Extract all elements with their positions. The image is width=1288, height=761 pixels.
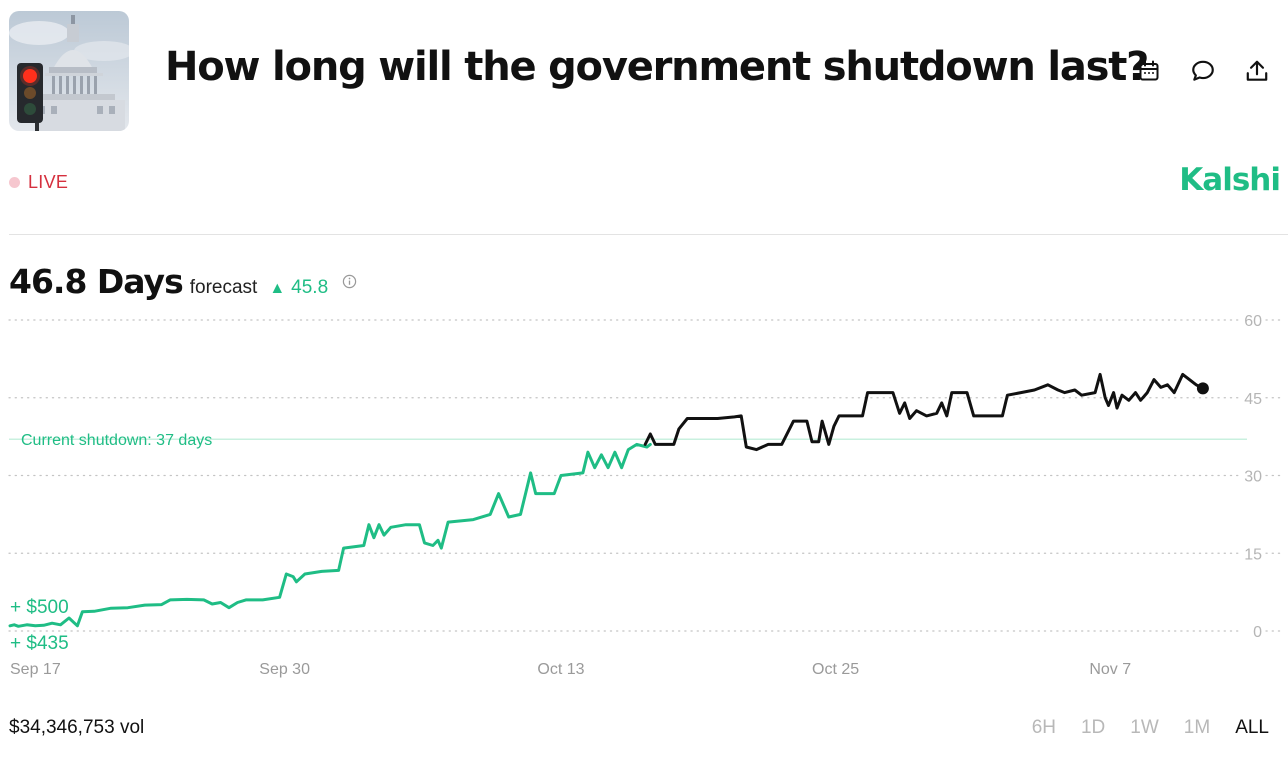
info-icon[interactable] xyxy=(342,274,357,289)
market-title: How long will the government shutdown la… xyxy=(165,44,1149,90)
header-actions xyxy=(1134,56,1272,86)
calendar-button[interactable] xyxy=(1134,56,1164,86)
comment-icon xyxy=(1192,60,1214,81)
time-range-tabs: 6H 1D 1W 1M ALL xyxy=(1032,717,1269,739)
range-tab-1d[interactable]: 1D xyxy=(1080,717,1106,738)
share-icon xyxy=(1246,60,1268,81)
triangle-up-icon: ▲ xyxy=(269,280,286,297)
current-point-marker xyxy=(1196,382,1209,395)
share-button[interactable] xyxy=(1242,56,1272,86)
x-tick-label: Sep 30 xyxy=(259,661,310,678)
x-tick-label: Oct 25 xyxy=(812,661,859,678)
series-line-1 xyxy=(643,372,1205,452)
range-tab-1w[interactable]: 1W xyxy=(1130,717,1159,738)
divider xyxy=(9,234,1288,235)
range-tab-all[interactable]: ALL xyxy=(1235,717,1269,738)
y-tick-label: 30 xyxy=(1244,469,1262,486)
brand-logo[interactable]: Kalshi xyxy=(1179,162,1281,198)
x-tick-label: Nov 7 xyxy=(1089,661,1131,678)
trade-label: + $500 xyxy=(10,597,69,618)
forecast-summary: 46.8 Days forecast ▲ 45.8 xyxy=(9,262,357,301)
range-tab-6h[interactable]: 6H xyxy=(1031,717,1056,738)
y-tick-label: 60 xyxy=(1244,313,1262,330)
y-tick-label: 15 xyxy=(1244,546,1262,563)
forecast-label: forecast xyxy=(189,277,258,298)
forecast-change-value: 45.8 xyxy=(291,277,329,298)
capitol-traffic-light-image xyxy=(9,11,129,131)
range-tab-1m[interactable]: 1M xyxy=(1183,717,1211,738)
series-line-0 xyxy=(8,442,652,628)
comment-button[interactable] xyxy=(1188,56,1218,86)
market-thumbnail xyxy=(9,11,129,131)
volume-label: $34,346,753 vol xyxy=(9,717,145,738)
reference-line-label: Current shutdown: 37 days xyxy=(21,432,212,449)
trade-label: + $435 xyxy=(10,633,69,654)
forecast-value: 46.8 Days xyxy=(9,262,184,301)
live-dot-icon xyxy=(9,177,20,188)
live-status: LIVE xyxy=(9,172,68,193)
live-label: LIVE xyxy=(28,172,69,192)
y-tick-label: 0 xyxy=(1253,624,1262,641)
x-tick-label: Sep 17 xyxy=(10,661,61,678)
calendar-icon xyxy=(1139,60,1159,81)
forecast-change: ▲ 45.8 xyxy=(269,277,328,299)
x-tick-label: Oct 13 xyxy=(537,661,584,678)
y-tick-label: 45 xyxy=(1244,391,1262,408)
